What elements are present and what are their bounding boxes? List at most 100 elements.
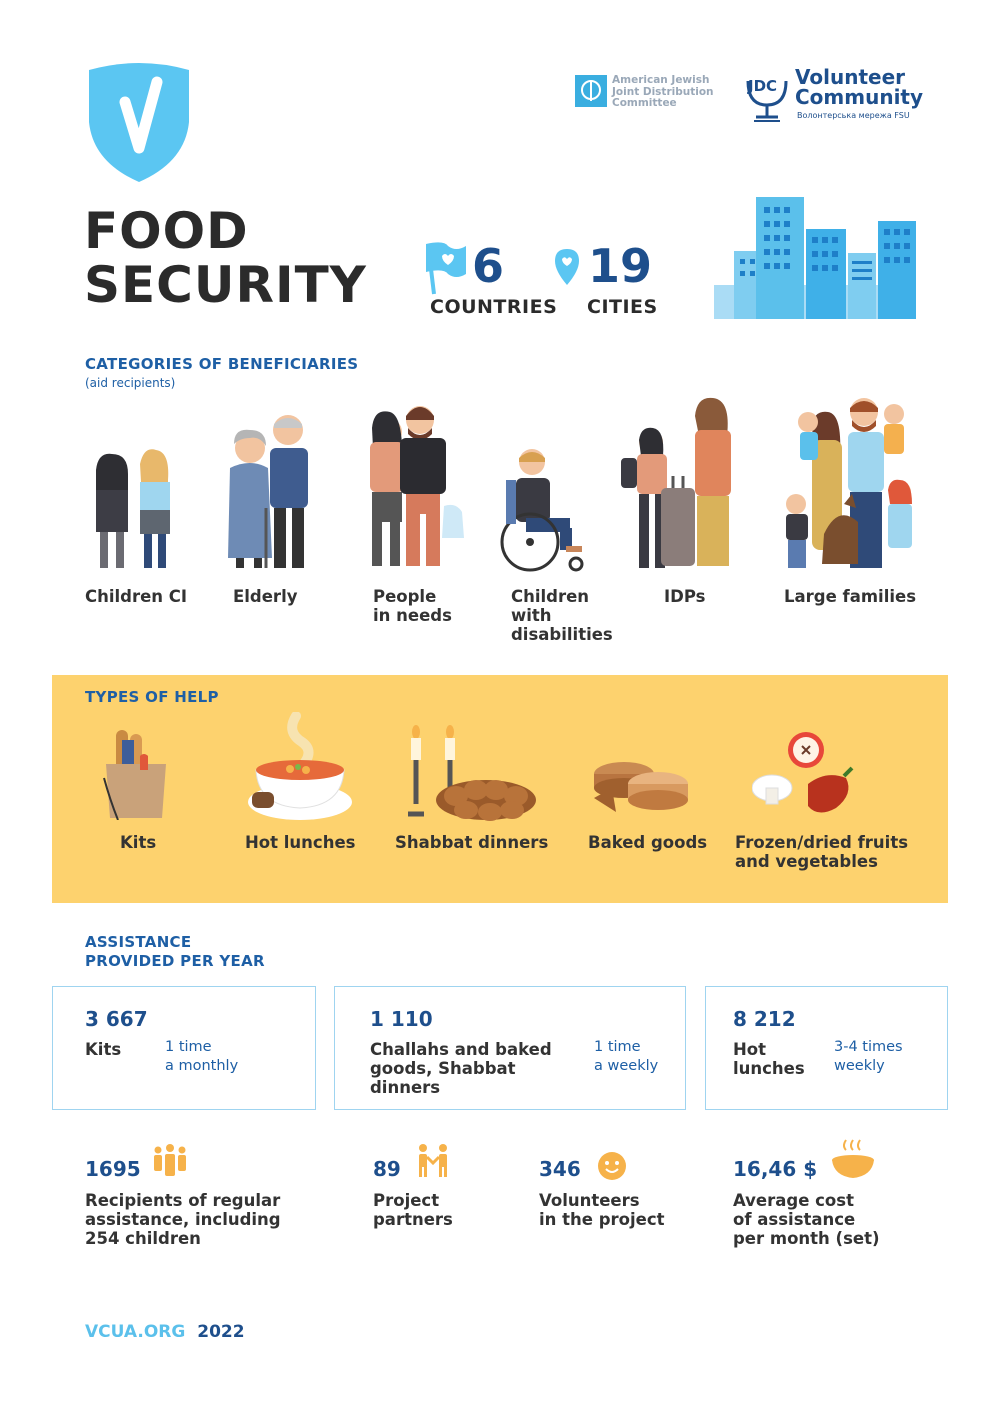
elderly-couple-icon bbox=[220, 408, 320, 572]
children-figures-icon bbox=[88, 440, 184, 572]
jdc-logo-line: Committee bbox=[612, 97, 677, 109]
wheelchair-child-icon bbox=[500, 446, 592, 572]
label-line: Kits bbox=[120, 833, 157, 852]
volunteer-logo-sub: Волонтерська мережа FSU bbox=[797, 111, 910, 120]
assistance-label: Kits bbox=[85, 1040, 121, 1059]
cities-label: CITIES bbox=[587, 296, 658, 318]
freq-line: a weekly bbox=[594, 1058, 659, 1074]
title-line: FOOD bbox=[84, 202, 249, 260]
countries-value: 6 bbox=[472, 239, 505, 293]
volunteer-community-logo: JDC Volunteer Community Волонтерська мер… bbox=[742, 57, 924, 127]
smiley-icon bbox=[597, 1151, 627, 1181]
volunteer-logo-line: Volunteer bbox=[795, 65, 906, 89]
assistance-box-challahs: 1 110 Challahs and baked goods, Shabbat … bbox=[334, 986, 686, 1110]
freq-line: 3-4 times bbox=[834, 1039, 903, 1055]
countries-label: COUNTRIES bbox=[430, 296, 558, 318]
assistance-value: 3 667 bbox=[85, 1007, 148, 1031]
city-buildings-icon bbox=[714, 195, 916, 319]
average-cost-label: Average cost of assistance per month (se… bbox=[733, 1191, 880, 1248]
help-label-baked-goods: Baked goods bbox=[588, 833, 707, 852]
label-line: Frozen/dried fruits bbox=[735, 833, 909, 852]
label-line: Children bbox=[511, 587, 590, 606]
label-line: in the project bbox=[539, 1210, 665, 1229]
shield-logo-icon bbox=[85, 62, 193, 184]
grocery-bag-icon bbox=[100, 730, 172, 820]
label-line: Hot bbox=[733, 1040, 767, 1059]
label-line: per month (set) bbox=[733, 1229, 880, 1248]
location-pin-icon bbox=[553, 247, 581, 287]
recipients-value: 1695 bbox=[85, 1157, 141, 1181]
assistance-frequency: 1 time a monthly bbox=[165, 1038, 238, 1076]
assistance-label: Challahs and baked goods, Shabbat dinner… bbox=[370, 1040, 552, 1097]
label-line: Kits bbox=[85, 1040, 122, 1059]
label-line: with bbox=[511, 606, 552, 625]
volunteer-logo-line: Community bbox=[795, 85, 924, 109]
jdc-logo-line: American Jewish bbox=[612, 74, 710, 86]
assistance-frequency: 3-4 times weekly bbox=[834, 1038, 903, 1076]
large-family-icon bbox=[778, 394, 922, 572]
freq-line: 1 time bbox=[165, 1039, 212, 1055]
freq-line: 1 time bbox=[594, 1039, 641, 1055]
label-line: Average cost bbox=[733, 1191, 854, 1210]
label-line: partners bbox=[373, 1210, 453, 1229]
volunteers-label: Volunteers in the project bbox=[539, 1191, 665, 1229]
help-heading: TYPES OF HELP bbox=[85, 688, 219, 706]
partners-value: 89 bbox=[373, 1157, 401, 1181]
label-line: Children CI bbox=[85, 587, 188, 606]
help-label-fruits: Frozen/dried fruits and vegetables bbox=[735, 833, 908, 871]
beneficiaries-heading: CATEGORIES OF BENEFICIARIES bbox=[85, 355, 359, 373]
assistance-value: 8 212 bbox=[733, 1007, 796, 1031]
label-line: Recipients of regular bbox=[85, 1191, 281, 1210]
candles-challah-icon bbox=[400, 724, 536, 824]
assistance-label: Hot lunches bbox=[733, 1040, 805, 1078]
partners-icon bbox=[414, 1143, 452, 1179]
fruits-vegetables-icon bbox=[752, 732, 856, 822]
jdc-emblem-icon bbox=[575, 75, 607, 107]
beneficiaries-subheading: (aid recipients) bbox=[85, 376, 176, 390]
title-line: SECURITY bbox=[84, 256, 367, 314]
family-with-suitcase-icon bbox=[615, 396, 743, 572]
freq-line: weekly bbox=[834, 1058, 885, 1074]
volunteers-value: 346 bbox=[539, 1157, 581, 1181]
heading-line: PROVIDED PER YEAR bbox=[85, 952, 265, 970]
label-line: Hot lunches bbox=[245, 833, 356, 852]
average-cost-value: 16,46 $ bbox=[733, 1157, 818, 1181]
assistance-box-kits: 3 667 Kits 1 time a monthly bbox=[52, 986, 316, 1110]
heading-line: ASSISTANCE bbox=[85, 933, 192, 951]
beneficiary-label-idps: IDPs bbox=[664, 587, 705, 606]
label-line: Large families bbox=[784, 587, 917, 606]
recipients-label: Recipients of regular assistance, includ… bbox=[85, 1191, 281, 1248]
help-label-kits: Kits bbox=[120, 833, 156, 852]
assistance-frequency: 1 time a weekly bbox=[594, 1038, 658, 1076]
label-line: and vegetables bbox=[735, 852, 878, 871]
assistance-heading: ASSISTANCE PROVIDED PER YEAR bbox=[85, 933, 265, 971]
label-line: of assistance bbox=[733, 1210, 856, 1229]
hot-bowl-icon bbox=[830, 1138, 876, 1180]
label-line: disabilities bbox=[511, 625, 613, 644]
footer-site-link[interactable]: VCUA.ORG bbox=[85, 1322, 186, 1342]
pastry-icon bbox=[592, 758, 692, 814]
freq-line: a monthly bbox=[165, 1058, 239, 1074]
label-line: goods, Shabbat bbox=[370, 1059, 516, 1078]
label-line: Baked goods bbox=[588, 833, 708, 852]
group-people-icon bbox=[152, 1143, 188, 1179]
jdc-mark: JDC bbox=[748, 77, 778, 95]
label-line: Challahs and baked bbox=[370, 1040, 552, 1059]
beneficiary-label-children-disabilities: Children with disabilities bbox=[511, 587, 613, 644]
jdc-logo-line: Joint Distribution bbox=[612, 85, 714, 98]
label-line: 254 children bbox=[85, 1229, 201, 1248]
help-label-hot-lunches: Hot lunches bbox=[245, 833, 355, 852]
beneficiary-label-large-families: Large families bbox=[784, 587, 916, 606]
label-line: Shabbat dinners bbox=[395, 833, 549, 852]
cities-value: 19 bbox=[588, 239, 653, 293]
label-line: Project bbox=[373, 1191, 440, 1210]
label-line: lunches bbox=[733, 1059, 805, 1078]
label-line: assistance, including bbox=[85, 1210, 281, 1229]
soup-bowl-icon bbox=[246, 712, 354, 824]
footer: VCUA.ORG 2022 bbox=[85, 1322, 245, 1342]
beneficiary-label-elderly: Elderly bbox=[233, 587, 297, 606]
label-line: IDPs bbox=[664, 587, 706, 606]
flag-heart-icon bbox=[422, 240, 468, 296]
menorah-icon: JDC bbox=[742, 67, 792, 123]
people-couple-icon bbox=[360, 398, 470, 570]
